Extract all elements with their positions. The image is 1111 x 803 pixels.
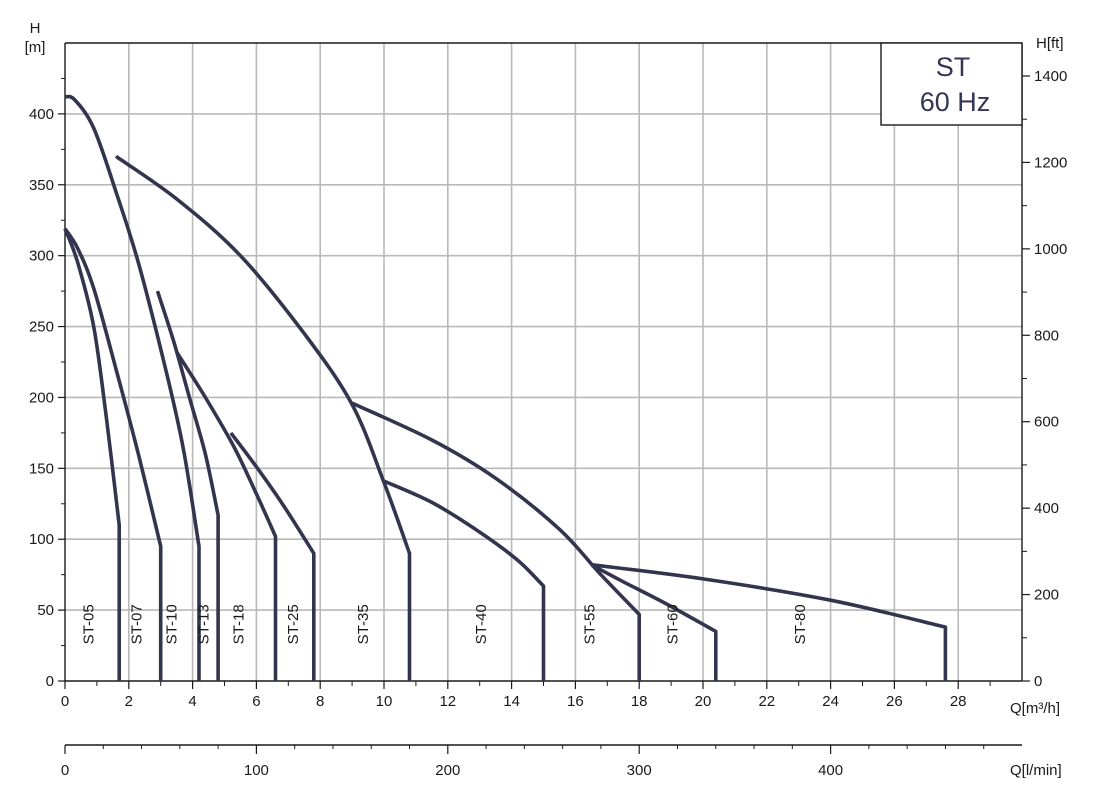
- curve-line-st-18: [175, 351, 278, 681]
- curve-line-st-05: [63, 228, 121, 681]
- curve-label-st-18: ST-18: [231, 604, 248, 644]
- secondary-x-axis-tick-label: 300: [627, 762, 652, 779]
- left-axis-tick-label: 100: [29, 531, 54, 548]
- title-box-line1: ST: [936, 52, 971, 82]
- curve-label-st-25: ST-25: [285, 604, 302, 644]
- x-axis-tick-label: 18: [631, 693, 648, 710]
- left-axis-label-top: H: [30, 20, 41, 37]
- curve-st-10: ST-10: [64, 94, 201, 681]
- curve-label-st-60: ST-60: [665, 604, 682, 644]
- right-axis-tick-label: 1200: [1034, 154, 1067, 171]
- right-axis-tick-label: 0: [1034, 673, 1042, 690]
- right-axis-label: H[ft]: [1036, 35, 1064, 52]
- x-axis-tick-label: 16: [567, 693, 584, 710]
- left-axis-tick-label: 150: [29, 460, 54, 477]
- x-axis-tick-label: 24: [822, 693, 839, 710]
- curve-line-st-80: [591, 562, 948, 681]
- left-axis-tick-label: 350: [29, 177, 54, 194]
- secondary-x-axis-tick-label: 0: [61, 762, 69, 779]
- left-axis-tick-label: 300: [29, 248, 54, 265]
- x-axis-tick-label: 26: [886, 693, 903, 710]
- curve-st-25: ST-25: [229, 431, 316, 681]
- x-axis-tick-label: 6: [252, 693, 260, 710]
- right-axis-tick-label: 400: [1034, 500, 1059, 517]
- curve-label-st-05: ST-05: [81, 604, 98, 644]
- curve-label-st-07: ST-07: [129, 604, 146, 644]
- curve-line-st-13: [155, 290, 220, 681]
- curve-line-st-07: [63, 227, 163, 681]
- left-axis-title: H [m]: [25, 20, 46, 56]
- x-axis-label: Q[m³/h]: [1010, 700, 1060, 717]
- right-axis-tick-label: 1400: [1034, 68, 1067, 85]
- curve-st-05: ST-05: [63, 228, 121, 681]
- curve-st-13: ST-13: [155, 290, 220, 681]
- x-axis-tick-label: 22: [758, 693, 775, 710]
- curve-line-st-40: [383, 479, 546, 681]
- curve-label-st-35: ST-35: [355, 604, 372, 644]
- curve-st-18: ST-18: [175, 351, 278, 681]
- x-axis-tick-label: 0: [61, 693, 69, 710]
- curve-st-07: ST-07: [63, 227, 163, 681]
- x-axis-tick-label: 14: [503, 693, 520, 710]
- left-axis-label-bottom: [m]: [25, 39, 46, 56]
- curve-label-st-10: ST-10: [164, 604, 181, 644]
- title-box-frame: [880, 42, 1023, 126]
- left-axis-tick-label: 250: [29, 319, 54, 336]
- left-axis-tick-label: 50: [37, 602, 54, 619]
- curve-label-st-13: ST-13: [196, 604, 213, 644]
- grid: [65, 43, 1022, 681]
- curve-st-40: ST-40: [383, 479, 546, 681]
- x-axis-tick-label: 28: [950, 693, 967, 710]
- curves: ST-05 ST-07 ST-10 ST-13 ST-18 ST-25 ST-35 ST-40…: [63, 94, 948, 681]
- left-axis-tick-label: 400: [29, 106, 54, 123]
- title-box-line2: 60 Hz: [920, 87, 991, 117]
- right-axis-tick-label: 800: [1034, 327, 1059, 344]
- right-axis-tick-label: 600: [1034, 414, 1059, 431]
- x-axis-tick-label: 20: [695, 693, 712, 710]
- axis-ticks: 0501001502002503003504000200400600800100…: [29, 68, 1067, 779]
- x-axis-tick-label: 10: [376, 693, 393, 710]
- secondary-x-axis-label: Q[l/min]: [1010, 762, 1062, 779]
- right-axis-tick-label: 1000: [1034, 241, 1067, 258]
- secondary-x-axis-tick-label: 400: [818, 762, 843, 779]
- left-axis-tick-label: 0: [46, 673, 54, 690]
- curve-label-st-55: ST-55: [582, 604, 599, 644]
- curve-st-80: ST-80: [591, 562, 948, 681]
- secondary-x-axis-tick-label: 200: [435, 762, 460, 779]
- secondary-x-axis-tick-label: 100: [244, 762, 269, 779]
- x-axis-tick-label: 12: [439, 693, 456, 710]
- curve-line-st-10: [64, 94, 201, 681]
- right-axis-tick-label: 200: [1034, 587, 1059, 604]
- curve-line-st-55: [351, 401, 641, 681]
- curve-st-55: ST-55: [351, 401, 641, 681]
- x-axis-tick-label: 2: [125, 693, 133, 710]
- left-axis-tick-label: 200: [29, 389, 54, 406]
- curve-label-st-40: ST-40: [473, 604, 490, 644]
- curve-line-st-25: [229, 431, 316, 681]
- x-axis-tick-label: 8: [316, 693, 324, 710]
- curve-label-st-80: ST-80: [792, 604, 809, 644]
- x-axis-tick-label: 4: [188, 693, 196, 710]
- curve-st-60: ST-60: [590, 563, 718, 681]
- title-box: ST 60 Hz: [880, 42, 1023, 126]
- curve-line-st-60: [590, 563, 718, 681]
